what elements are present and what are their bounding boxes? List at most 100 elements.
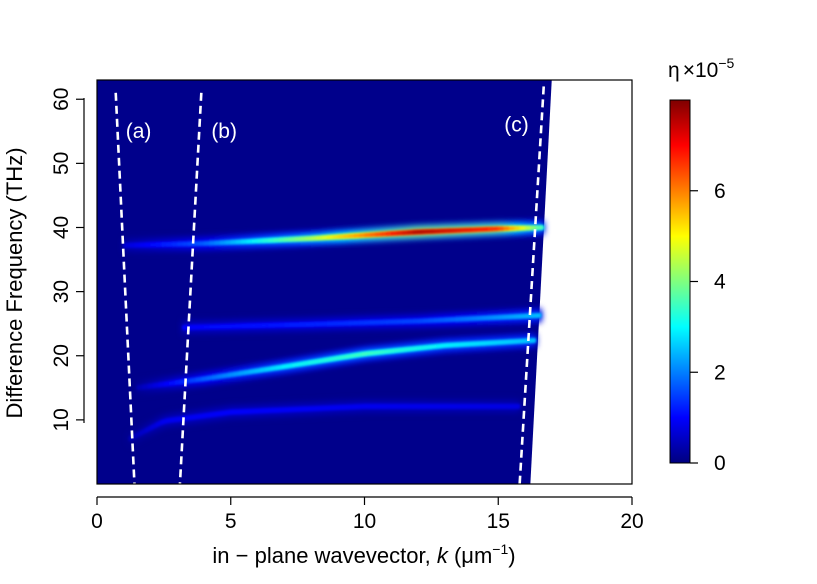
band-segment (380, 232, 387, 236)
dashed-lines (114, 86, 546, 484)
band-segment (249, 369, 256, 374)
band-segment (268, 408, 275, 412)
band-band-24-26THz (182, 308, 542, 335)
band-segment (150, 423, 157, 430)
band-segment (519, 314, 526, 318)
band-segment (359, 405, 366, 409)
band-segment (209, 241, 216, 245)
band-segment (209, 412, 216, 417)
band-segment (332, 322, 339, 326)
colorbar-tick-label: 0 (714, 452, 726, 475)
band-segment (385, 320, 392, 324)
band-segment (508, 226, 515, 230)
band-segment (204, 413, 210, 418)
band-segment (193, 325, 200, 329)
band-segment (492, 227, 499, 231)
band-segment (466, 317, 473, 321)
band-segment (391, 231, 398, 235)
band-segment (302, 361, 309, 366)
band-segment (380, 405, 387, 408)
band-segment (439, 229, 446, 233)
band-segment (281, 364, 288, 369)
band-segment (225, 324, 232, 328)
band-segment (372, 350, 379, 355)
band-segment (541, 226, 544, 229)
band-segment (514, 226, 521, 230)
band-segment (252, 409, 259, 413)
band-segment (359, 233, 366, 237)
band-segment (195, 377, 202, 382)
band-segment (460, 228, 467, 232)
band-segment (155, 420, 162, 427)
band-segment (351, 353, 358, 358)
band-segment (391, 405, 398, 408)
colorbar: 0 2 4 6 (669, 99, 726, 475)
band-segment (385, 232, 392, 236)
band-segment (206, 376, 213, 380)
band-segment (418, 405, 424, 408)
band-segment (380, 320, 387, 324)
x-axis-title-unit-exponent: −1 (492, 541, 508, 557)
band-segment (337, 235, 344, 239)
band-segment (319, 358, 325, 363)
band-segment (327, 235, 333, 239)
band-segment (514, 314, 521, 319)
x-axis: 0 5 10 15 20 (91, 496, 644, 533)
band-segment (455, 228, 462, 232)
band-segment (214, 325, 221, 329)
band-segment (177, 242, 184, 246)
band-segment (535, 226, 542, 230)
band-segment (313, 359, 320, 364)
band-segment (311, 322, 317, 326)
band-segment (308, 360, 315, 365)
band-segment (340, 355, 347, 360)
band-segment (482, 316, 489, 320)
band-segment (525, 226, 531, 230)
band-segment (321, 322, 328, 326)
y-tick-label: 50 (50, 152, 73, 175)
x-axis-title-unit-close: ) (508, 543, 515, 568)
band-segment (463, 342, 470, 346)
band-segment (407, 230, 414, 235)
band-segment (476, 227, 483, 232)
band-segment (516, 339, 523, 343)
band-segment (236, 324, 242, 328)
plot-area (96, 79, 633, 485)
x-axis-title-variable: k (437, 543, 449, 568)
band-segment (492, 315, 499, 320)
band-segment (220, 325, 226, 328)
band-segment (498, 315, 505, 319)
band-segment (337, 321, 344, 325)
y-tick-label: 30 (50, 280, 73, 303)
band-segment (484, 341, 491, 345)
band-segment (329, 357, 336, 361)
band-segment (257, 409, 264, 413)
band-segment (278, 323, 285, 327)
band-segment (316, 322, 323, 326)
band-segment (385, 405, 392, 408)
colorbar-title: η ×10−5 (668, 55, 734, 82)
x-tick-label: 5 (225, 510, 237, 533)
band-segment (474, 342, 481, 346)
band-segment (423, 405, 430, 408)
band-segment (353, 234, 360, 238)
band-segment (171, 242, 178, 246)
band-segment (471, 228, 478, 232)
band-segment (452, 343, 459, 347)
band-segment (375, 232, 382, 236)
band-segment (388, 349, 395, 353)
band-segment (297, 362, 304, 366)
band-segment (233, 372, 240, 376)
band-segment (230, 240, 237, 244)
band-segment (434, 229, 440, 233)
band-segment (535, 313, 542, 317)
band-segment (214, 412, 221, 416)
band-segment (444, 229, 451, 233)
band-segment (230, 410, 237, 414)
band-segment (238, 371, 245, 375)
band-segment (268, 323, 275, 327)
band-segment (396, 320, 403, 324)
band-segment (150, 243, 157, 247)
band-segment (375, 405, 382, 408)
band-segment (348, 321, 355, 325)
